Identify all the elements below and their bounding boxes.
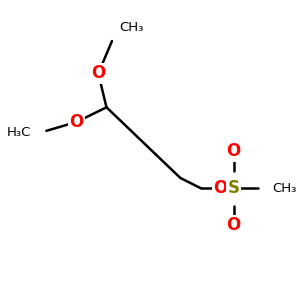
Text: O: O	[226, 142, 241, 160]
Text: O: O	[69, 113, 83, 131]
Text: CH₃: CH₃	[272, 182, 296, 195]
Text: H₃C: H₃C	[7, 126, 31, 139]
Text: CH₃: CH₃	[119, 21, 143, 34]
Text: O: O	[91, 64, 105, 82]
Text: O: O	[226, 216, 241, 234]
Text: O: O	[213, 179, 227, 197]
Text: S: S	[228, 179, 240, 197]
